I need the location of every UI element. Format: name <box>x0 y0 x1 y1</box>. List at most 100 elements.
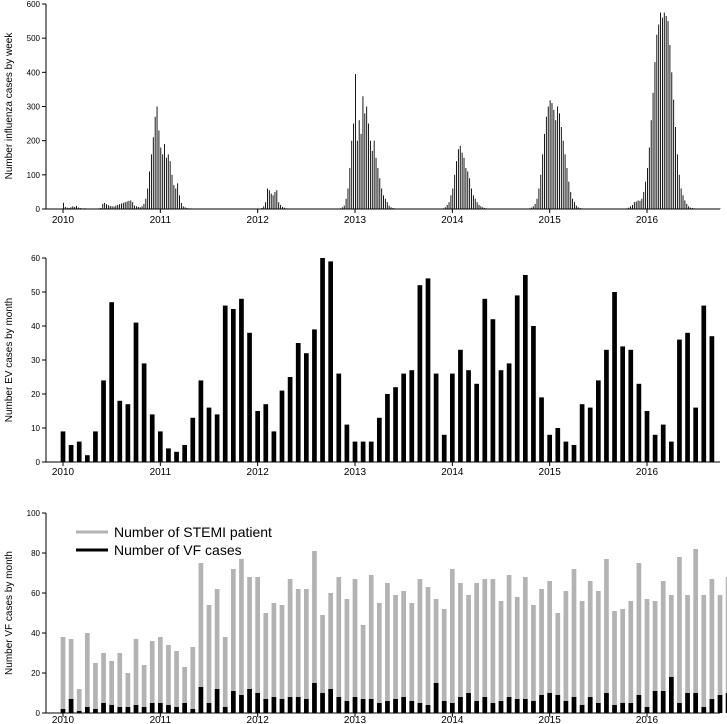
influenza-y-label: Number influenza cases by week <box>4 32 15 180</box>
influenza-bar <box>111 206 113 209</box>
vf-bars <box>60 549 727 713</box>
vf-bar <box>490 703 496 713</box>
influenza-bar <box>152 137 154 209</box>
influenza-bar <box>139 207 141 209</box>
ev-bar <box>222 305 228 462</box>
stemi-bar <box>409 603 415 713</box>
influenza-bar <box>81 208 83 209</box>
vf-bar <box>466 693 471 713</box>
influenza-bar <box>364 113 366 209</box>
y-tick-label: 300 <box>27 103 41 112</box>
influenza-bar <box>648 147 650 209</box>
influenza-bar <box>637 200 639 209</box>
influenza-bar <box>544 133 545 209</box>
influenza-bar <box>693 208 695 209</box>
ev-bar <box>198 380 204 462</box>
ev-bar <box>620 346 626 462</box>
influenza-panel: Number influenza cases by week 0 100 200 30… <box>4 0 721 226</box>
ev-bar <box>149 414 155 462</box>
influenza-bar <box>280 204 282 209</box>
ev-bar <box>539 397 544 462</box>
influenza-bar <box>639 200 641 209</box>
stemi-bar <box>76 689 82 713</box>
ev-bar <box>660 424 666 462</box>
influenza-bar <box>570 191 572 209</box>
stemi-bar <box>652 601 658 713</box>
influenza-bar <box>559 113 560 209</box>
influenza-bar <box>272 195 274 209</box>
ev-bar <box>255 411 261 462</box>
ev-bar <box>133 322 139 462</box>
ev-bar <box>677 339 682 462</box>
influenza-bar <box>371 150 373 209</box>
vf-bar <box>644 707 650 713</box>
influenza-bar <box>270 193 272 210</box>
stemi-bar <box>466 595 471 713</box>
stemi-bar <box>458 583 463 713</box>
ev-bar <box>109 302 115 462</box>
influenza-bar <box>656 34 658 209</box>
vf-bar <box>287 697 293 713</box>
ev-bar <box>441 434 447 462</box>
stemi-bar <box>344 599 350 713</box>
ev-bar <box>579 404 585 462</box>
stemi-bar <box>595 591 601 713</box>
influenza-bar <box>665 15 667 209</box>
stemi-bar <box>214 589 220 713</box>
influenza-bar <box>171 174 173 209</box>
vf-bar <box>579 705 585 713</box>
stemi-bar <box>539 589 544 713</box>
vf-bar <box>255 693 261 713</box>
stemi-bar <box>579 601 585 713</box>
ev-bar <box>693 407 699 462</box>
influenza-bar <box>686 203 688 210</box>
influenza-bar <box>349 168 351 209</box>
stemi-bar <box>320 615 325 713</box>
influenza-bar <box>448 202 450 209</box>
vf-bar <box>190 709 196 713</box>
influenza-bar <box>463 157 465 209</box>
influenza-bar <box>132 202 134 209</box>
influenza-bar <box>564 154 566 209</box>
vf-bar <box>393 699 398 713</box>
influenza-bar <box>577 207 579 209</box>
influenza-bar <box>150 154 152 209</box>
influenza-bar <box>282 206 283 209</box>
influenza-bar <box>356 140 358 209</box>
influenza-bar <box>184 207 186 209</box>
ev-bar <box>401 373 407 462</box>
influenza-bar <box>83 208 85 209</box>
influenza-bar <box>149 171 150 209</box>
influenza-bar <box>529 208 530 209</box>
ev-bar <box>182 445 188 462</box>
vf-bar <box>555 695 561 713</box>
vf-bar <box>449 703 455 713</box>
x-tick-label: 2010 <box>52 715 75 724</box>
influenza-bar <box>368 123 369 209</box>
influenza-bar <box>373 140 375 209</box>
influenza-bar <box>635 201 637 209</box>
ev-bar <box>587 407 593 462</box>
influenza-bar <box>572 198 574 209</box>
influenza-bar <box>673 99 675 209</box>
ev-bar <box>190 417 196 462</box>
influenza-bar <box>156 106 158 209</box>
influenza-bar <box>647 168 648 209</box>
x-tick-label: 2014 <box>441 467 464 478</box>
vf-bar <box>182 703 188 713</box>
ev-panel: Number EV cases by month 0 10 20 30 40 50 60 2… <box>4 254 720 478</box>
y-tick-label: 10 <box>31 424 40 433</box>
vf-bar <box>68 699 74 713</box>
stemi-bar <box>376 603 382 713</box>
vf-bar <box>376 703 382 713</box>
influenza-bar <box>119 204 121 209</box>
influenza-bar <box>684 200 686 209</box>
ev-bar <box>295 343 301 462</box>
stemi-bar <box>725 577 727 713</box>
x-tick-label: 2010 <box>52 215 75 226</box>
influenza-bar <box>536 198 538 209</box>
influenza-bar <box>76 205 77 209</box>
influenza-bar <box>480 206 482 209</box>
vf-bar <box>506 697 512 713</box>
ev-bar <box>60 431 66 462</box>
